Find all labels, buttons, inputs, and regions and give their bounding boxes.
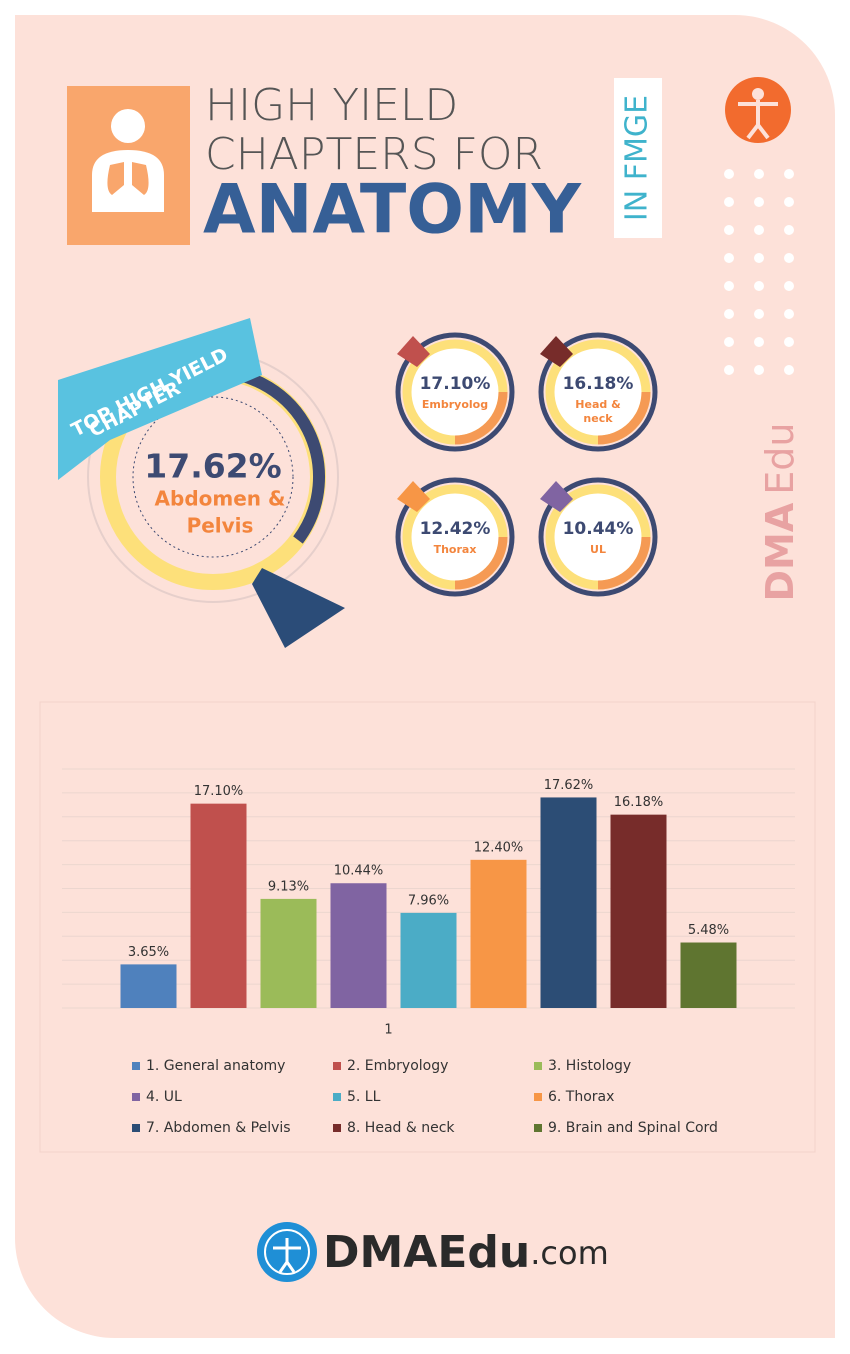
ring-name: UL xyxy=(590,543,606,556)
footer-logo-figure xyxy=(273,1238,301,1273)
bar xyxy=(610,814,667,1008)
bar xyxy=(680,942,737,1008)
ring-orange xyxy=(597,391,651,445)
ring-name: neck xyxy=(583,412,613,425)
side-brand: DMA Edu xyxy=(758,423,802,602)
ring-orange xyxy=(454,391,508,445)
ring-outer xyxy=(395,477,515,597)
ring-outer xyxy=(538,332,658,452)
legend-swatch xyxy=(333,1124,341,1132)
data-label: 17.62% xyxy=(544,778,594,793)
ring-outer xyxy=(538,477,658,597)
ring-tab xyxy=(397,481,430,512)
top-name: Abdomen & xyxy=(155,487,286,511)
inner-disc xyxy=(121,385,305,569)
ring-value: 17.10% xyxy=(420,374,491,394)
data-label: 3.65% xyxy=(128,945,169,960)
icon-head xyxy=(111,109,145,143)
bar xyxy=(260,898,317,1008)
ring-name: Embryolog xyxy=(422,398,488,411)
data-label: 12.40% xyxy=(474,840,524,855)
legend-label: 2. Embryology xyxy=(347,1058,448,1074)
legend-label: 9. Brain and Spinal Cord xyxy=(548,1120,718,1136)
title-line: HIGH YIELD xyxy=(205,80,458,131)
legend-swatch xyxy=(534,1093,542,1101)
logo-figure xyxy=(738,100,778,140)
ring-tab xyxy=(397,336,430,367)
side-title: IN FMGE xyxy=(620,95,655,221)
icon-lungs xyxy=(107,162,149,195)
footer-light: .com xyxy=(530,1234,609,1272)
ring-name: Head & xyxy=(575,398,621,411)
bar xyxy=(120,964,177,1008)
ring-orange xyxy=(597,536,651,590)
title-line: CHAPTERS FOR xyxy=(205,129,543,180)
footer-brand: DMAEdu.com xyxy=(323,1227,609,1278)
legend-swatch xyxy=(333,1093,341,1101)
x-tick-label: 1 xyxy=(384,1023,392,1038)
footer-logo-ring xyxy=(264,1229,310,1275)
bar xyxy=(540,797,597,1008)
ring-outer xyxy=(395,332,515,452)
ring-value: 12.42% xyxy=(420,519,491,539)
ring-tab xyxy=(540,481,573,512)
title-main: ANATOMY xyxy=(203,171,582,250)
data-label: 7.96% xyxy=(408,893,449,908)
data-label: 9.13% xyxy=(268,879,309,894)
data-label: 16.18% xyxy=(614,795,664,810)
data-label: 10.44% xyxy=(334,864,384,879)
legend-swatch xyxy=(534,1062,542,1070)
icon-body xyxy=(92,150,164,212)
side-brand-bold: DMA xyxy=(758,502,802,601)
legend-swatch xyxy=(333,1062,341,1070)
top-value: 17.62% xyxy=(144,447,281,486)
legend-label: 1. General anatomy xyxy=(146,1058,285,1074)
legend-swatch xyxy=(132,1093,140,1101)
ring-value: 10.44% xyxy=(563,519,634,539)
ring-tab xyxy=(540,336,573,367)
legend-label: 6. Thorax xyxy=(548,1089,614,1105)
chart-frame xyxy=(39,701,816,1153)
side-brand-light: Edu xyxy=(758,423,802,495)
ring-name: Thorax xyxy=(434,543,477,556)
legend-label: 4. UL xyxy=(146,1089,182,1105)
data-label: 5.48% xyxy=(688,923,729,938)
footer-bold: DMAEdu xyxy=(323,1227,530,1278)
ring-orange xyxy=(454,536,508,590)
legend-swatch xyxy=(534,1124,542,1132)
bar xyxy=(470,859,527,1008)
bar xyxy=(190,803,247,1008)
legend-label: 7. Abdomen & Pelvis xyxy=(146,1120,291,1136)
top-name: Pelvis xyxy=(187,514,254,538)
pointer xyxy=(252,568,345,648)
banner xyxy=(58,318,262,480)
legend-label: 5. LL xyxy=(347,1089,381,1105)
legend-label: 8. Head & neck xyxy=(347,1120,455,1136)
bar xyxy=(400,912,457,1008)
legend-swatch xyxy=(132,1124,140,1132)
data-label: 17.10% xyxy=(194,784,244,799)
legend-label: 3. Histology xyxy=(548,1058,631,1074)
side-box xyxy=(614,78,662,238)
legend-swatch xyxy=(132,1062,140,1070)
dots xyxy=(724,169,794,375)
dashed-ring xyxy=(132,396,294,558)
ring-value: 16.18% xyxy=(563,374,634,394)
bar xyxy=(330,883,387,1008)
logo-figure xyxy=(752,88,764,100)
